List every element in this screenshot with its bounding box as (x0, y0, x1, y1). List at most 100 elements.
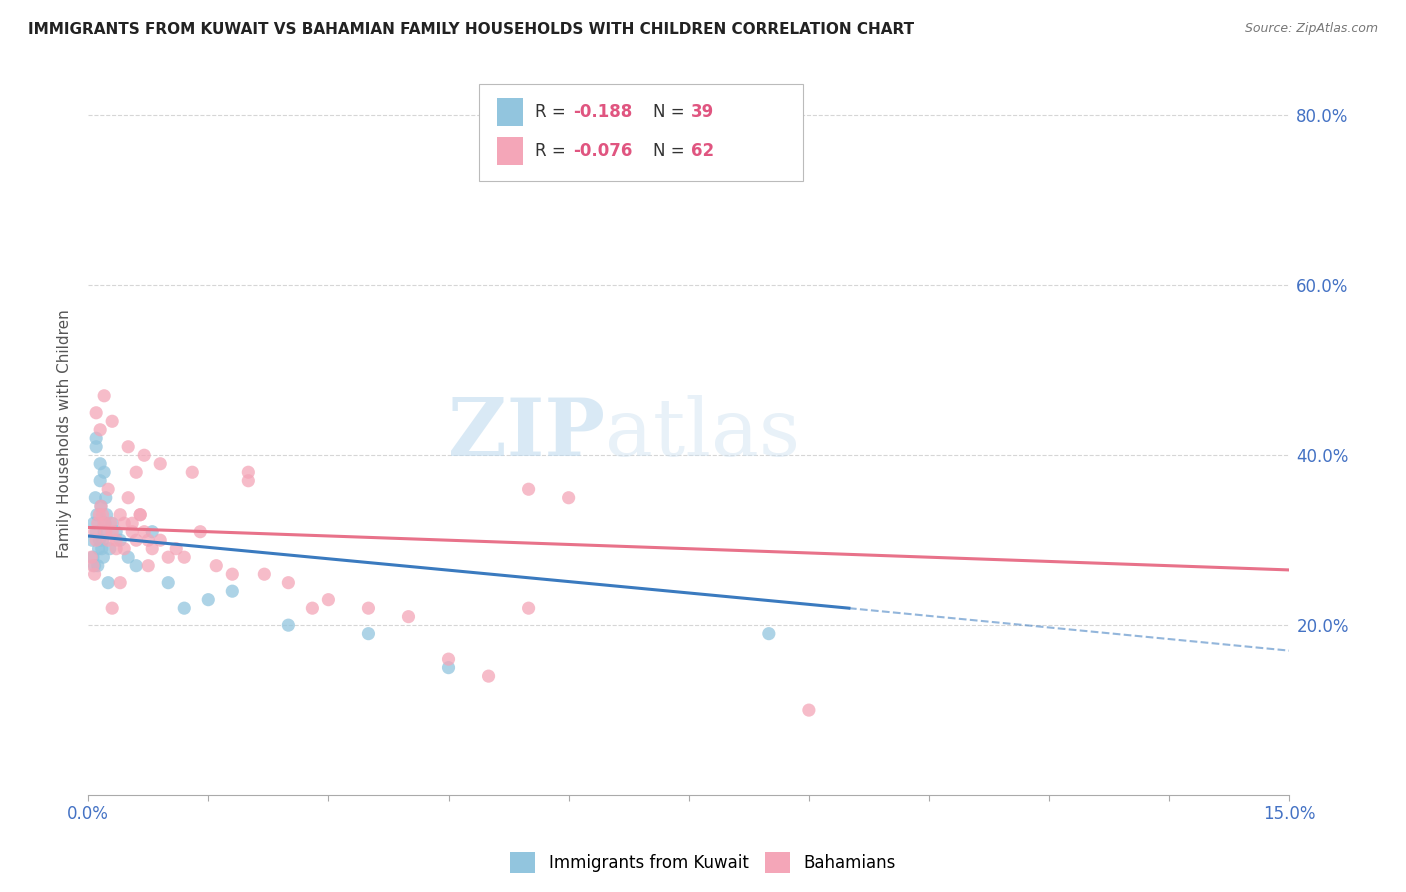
Point (89, 474, 111, 488)
Text: -0.188: -0.188 (574, 103, 633, 121)
Point (477, 669, 499, 683)
Point (82, 558, 104, 573)
Point (84, 533, 107, 548)
Point (93, 389, 115, 403)
Point (134, 524, 156, 539)
Point (357, 626, 380, 640)
Point (517, 482, 540, 496)
Point (125, 558, 148, 573)
Point (93, 465, 115, 479)
Point (87, 541, 110, 556)
Point (197, 592, 219, 607)
Point (188, 524, 211, 539)
Point (437, 660, 460, 674)
Point (97, 482, 120, 496)
Text: ZIP: ZIP (447, 395, 605, 473)
Point (357, 601, 380, 615)
Point (86, 508, 108, 522)
FancyBboxPatch shape (496, 98, 523, 126)
Point (108, 575, 131, 590)
Point (157, 575, 180, 590)
Point (205, 558, 228, 573)
Point (112, 516, 135, 531)
Text: R =: R = (536, 142, 571, 160)
Point (82, 533, 104, 548)
Point (173, 550, 195, 565)
Point (134, 448, 156, 462)
Text: atlas: atlas (605, 395, 800, 473)
Text: 39: 39 (692, 103, 714, 121)
Point (84, 440, 107, 454)
Point (91, 533, 114, 548)
Point (301, 601, 323, 615)
Point (94, 516, 117, 531)
Point (117, 491, 139, 505)
Point (141, 541, 163, 556)
Legend: Immigrants from Kuwait, Bahamians: Immigrants from Kuwait, Bahamians (503, 846, 903, 880)
Point (121, 516, 143, 531)
Point (90, 500, 112, 514)
Point (105, 541, 128, 556)
Point (87, 558, 110, 573)
Point (129, 508, 152, 522)
Point (136, 533, 159, 548)
Point (84, 431, 107, 445)
Point (83, 524, 105, 539)
Point (91, 508, 114, 522)
Point (105, 524, 128, 539)
Point (93, 516, 115, 531)
Point (117, 440, 139, 454)
Text: N =: N = (652, 142, 689, 160)
Point (758, 626, 780, 640)
Text: Source: ZipAtlas.com: Source: ZipAtlas.com (1244, 22, 1378, 36)
Point (125, 533, 148, 548)
Point (100, 516, 122, 531)
Point (121, 524, 143, 539)
Point (557, 491, 579, 505)
Point (89, 533, 111, 548)
Point (94, 491, 117, 505)
Point (277, 618, 299, 632)
Point (89, 508, 111, 522)
FancyBboxPatch shape (478, 84, 803, 181)
Point (157, 550, 180, 565)
Point (96, 508, 118, 522)
Point (136, 558, 159, 573)
Point (83, 558, 105, 573)
Point (112, 541, 135, 556)
Point (83, 567, 105, 582)
Point (89, 457, 111, 471)
Point (98, 541, 121, 556)
Point (108, 508, 131, 522)
Point (149, 457, 172, 471)
Point (101, 414, 124, 428)
Point (84, 406, 107, 420)
Point (84, 491, 107, 505)
Point (141, 524, 163, 539)
Point (97, 575, 120, 590)
Point (221, 584, 243, 599)
Point (101, 601, 124, 615)
Point (173, 601, 195, 615)
Point (90, 500, 112, 514)
Point (101, 524, 124, 539)
Point (105, 533, 128, 548)
Text: R =: R = (536, 103, 571, 121)
Point (82, 550, 104, 565)
Point (221, 567, 243, 582)
Point (94, 524, 117, 539)
Point (89, 423, 111, 437)
Point (84, 524, 107, 539)
Point (277, 575, 299, 590)
Point (165, 541, 187, 556)
Point (87, 516, 110, 531)
Point (93, 524, 115, 539)
Point (108, 533, 131, 548)
Point (238, 465, 260, 479)
Point (318, 592, 340, 607)
FancyBboxPatch shape (496, 137, 523, 165)
Point (238, 474, 260, 488)
Point (181, 465, 204, 479)
Point (83, 516, 105, 531)
Text: N =: N = (652, 103, 689, 121)
